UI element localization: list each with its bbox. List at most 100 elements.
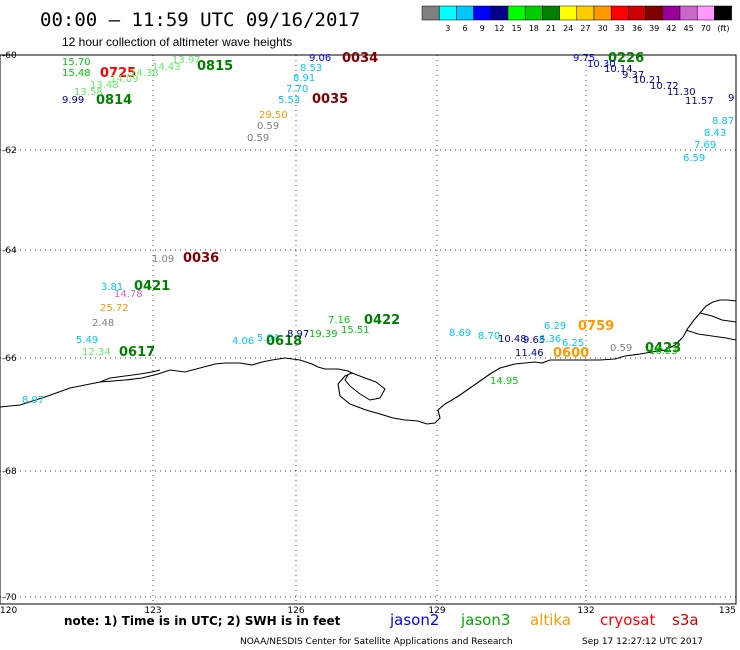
scale-swatch: [714, 5, 732, 21]
longitude-label: 126: [287, 606, 304, 616]
observation-label: 29.50: [259, 110, 288, 121]
observation-label: 8.91: [293, 73, 315, 84]
pass-time-label: 0034: [342, 51, 378, 66]
observation-label: 10.48: [498, 334, 527, 345]
observation-label: 8.43: [704, 128, 726, 139]
observation-label: 9.65: [523, 335, 545, 346]
latitude-label: -66: [2, 354, 17, 364]
scale-label: 12: [494, 24, 504, 33]
legend-s3a: s3a: [672, 611, 699, 629]
scale-swatch: [456, 5, 474, 21]
scale-swatch: [490, 5, 509, 21]
latitude-label: -70: [2, 593, 17, 603]
observation-label: 13.97: [172, 55, 201, 66]
observation-label: 8.97: [22, 395, 44, 406]
scale-swatch: [628, 5, 646, 21]
observation-label: 10.72: [650, 81, 679, 92]
coastline: [0, 299, 737, 425]
observation-label: 9.06: [309, 53, 331, 64]
latitude-label: -68: [2, 467, 17, 477]
longitude-label: 135: [719, 606, 736, 616]
legend-jason2: jason2: [389, 611, 439, 629]
scale-swatch: [610, 5, 629, 21]
scale-label: 30: [598, 24, 608, 33]
observation-label: 1.09: [152, 254, 174, 265]
observation-label: 19.39: [309, 329, 338, 340]
map-subtitle: 12 hour collection of altimeter wave hei…: [62, 35, 292, 49]
legend-jason3: jason3: [460, 611, 510, 629]
observation-label: 9.: [728, 93, 738, 104]
scale-swatch: [421, 5, 440, 21]
observation-label: 6.25: [562, 338, 584, 349]
observation-label: 14.78: [114, 289, 143, 300]
scale-label: 39: [649, 24, 659, 33]
longitude-label: 132: [577, 606, 594, 616]
scale-label: 6: [462, 24, 467, 33]
scale-label: 18: [529, 24, 539, 33]
pass-time-label: 0422: [364, 313, 400, 328]
pass-time-label: 0600: [553, 346, 589, 361]
satellite-legend: jason2 jason3 altika cryosat s3a: [389, 611, 699, 629]
coastline-inlet: [344, 372, 386, 401]
credit-line: NOAA/NESDIS Center for Satellite Applica…: [240, 637, 513, 647]
pass-time-label: 0618: [266, 334, 302, 349]
coastline-west: [99, 369, 161, 383]
scale-swatch: [542, 5, 560, 21]
observation-labels: 15.70 15.48 0725 9.99 0814 13.58 13.48 1…: [22, 51, 738, 406]
observation-label: 16.23: [649, 346, 678, 357]
observation-label: 14.43: [152, 62, 181, 73]
observation-label: 10.21: [633, 75, 662, 86]
observation-label: 9.99: [62, 95, 84, 106]
legend-altika: altika: [530, 611, 571, 629]
observation-label: 13.58: [74, 87, 103, 98]
pass-time-label: 0814: [96, 93, 132, 108]
scale-swatch: [679, 5, 698, 21]
observation-label: 6.36: [539, 334, 561, 345]
pass-time-label: 0421: [134, 279, 170, 294]
observation-label: 5.53: [278, 95, 300, 106]
pass-time-label: 0035: [312, 92, 348, 107]
pass-time-label: 0759: [578, 319, 614, 334]
scale-label: 24: [563, 24, 573, 33]
observation-label: 8.87: [712, 116, 734, 127]
observation-label: 11.57: [685, 96, 714, 107]
scale-label: 33: [615, 24, 625, 33]
scale-swatch: [507, 5, 526, 21]
observation-label: 3.81: [101, 282, 123, 293]
observation-label: 25.72: [100, 303, 129, 314]
pass-time-label: 0725: [100, 66, 136, 81]
observation-label: 14.09: [110, 74, 139, 85]
observation-label: 2.48: [92, 318, 114, 329]
scale-label: 45: [684, 24, 694, 33]
scale-unit: (ft): [717, 24, 729, 33]
latitude-label: -60: [2, 51, 17, 61]
observation-label: 15.48: [62, 68, 91, 79]
observation-label: 5.49: [76, 335, 98, 346]
scale-swatch: [576, 5, 595, 21]
observation-label: 14.95: [490, 376, 519, 387]
observation-label: 10.14: [604, 64, 633, 75]
scale-label: 70: [701, 24, 711, 33]
observation-label: 13.48: [90, 80, 119, 91]
longitude-label: 123: [144, 606, 161, 616]
color-scale: 3 6 9 12 15 18 21 24 27 30 33 36 39 42 45 70 (ft): [421, 5, 732, 33]
latitude-label: -62: [2, 146, 17, 156]
observation-label: 5.04: [257, 333, 279, 344]
scale-label: 3: [445, 24, 450, 33]
pass-time-label: 0423: [645, 341, 681, 356]
observation-label: 6.59: [683, 153, 705, 164]
plot-area: -60 -62 -64 -66 -68 -70 120 123 126 129 132 135 15.…: [0, 51, 738, 616]
generated-timestamp: Sep 17 12:27:12 UTC 2017: [582, 637, 703, 647]
longitude-label: 129: [428, 606, 445, 616]
scale-swatch: [438, 5, 457, 21]
observation-label: 8.53: [300, 63, 322, 74]
observation-label: 9.75: [573, 53, 595, 64]
axis-labels: -60 -62 -64 -66 -68 -70 120 123 126 129 132 135: [0, 51, 736, 616]
observation-label: 8.97: [287, 329, 309, 340]
scale-swatch: [559, 5, 578, 21]
coastline-shelf: [699, 312, 737, 323]
observation-label: 11.46: [515, 348, 544, 359]
pass-time-label: 0617: [119, 345, 155, 360]
scale-label: 15: [512, 24, 522, 33]
